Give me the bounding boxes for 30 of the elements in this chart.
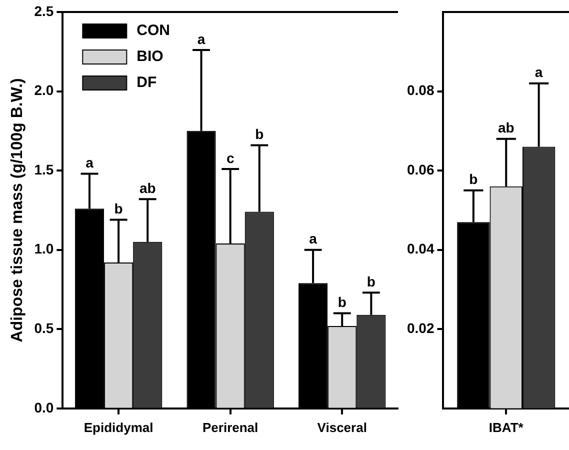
y-tick-label: 0.06 — [407, 161, 434, 178]
y-axis-title: Adipose tissue mass (g/100g B.W.) — [9, 78, 26, 342]
y-tick-label: 0.08 — [407, 82, 434, 98]
annotation: b — [366, 274, 376, 290]
legend-label: DF — [136, 74, 157, 92]
x-tick-label: Epididymal — [84, 420, 154, 435]
annotation: a — [534, 64, 543, 80]
y-tick-label: 0.02 — [407, 320, 434, 336]
annotation: ab — [139, 180, 156, 196]
y-tick-label: 1.0 — [34, 240, 54, 257]
y-tick-label: 0.0 — [34, 399, 54, 416]
annotation: a — [86, 154, 94, 171]
annotation: ab — [498, 120, 514, 136]
legend-label: CON — [136, 22, 170, 40]
x-tick-label: Visceral — [317, 420, 367, 435]
annotation: b — [469, 171, 478, 188]
annotation: b — [255, 126, 264, 142]
y-tick-label: 0.04 — [407, 240, 434, 257]
y-tick-label: 2.0 — [34, 82, 54, 98]
annotation: b — [338, 294, 346, 310]
x-tick-label: IBAT* — [488, 420, 524, 435]
y-tick-label: 2.5 — [34, 2, 54, 19]
y-tick-label: 0.5 — [34, 320, 54, 336]
annotation: a — [197, 30, 206, 47]
x-tick-label: Perirenal — [202, 420, 258, 435]
y-tick-label: 1.5 — [34, 161, 54, 178]
legend-label: BIO — [136, 48, 164, 66]
annotation: b — [114, 200, 123, 217]
annotation: a — [309, 230, 318, 247]
annotation: c — [226, 150, 234, 166]
